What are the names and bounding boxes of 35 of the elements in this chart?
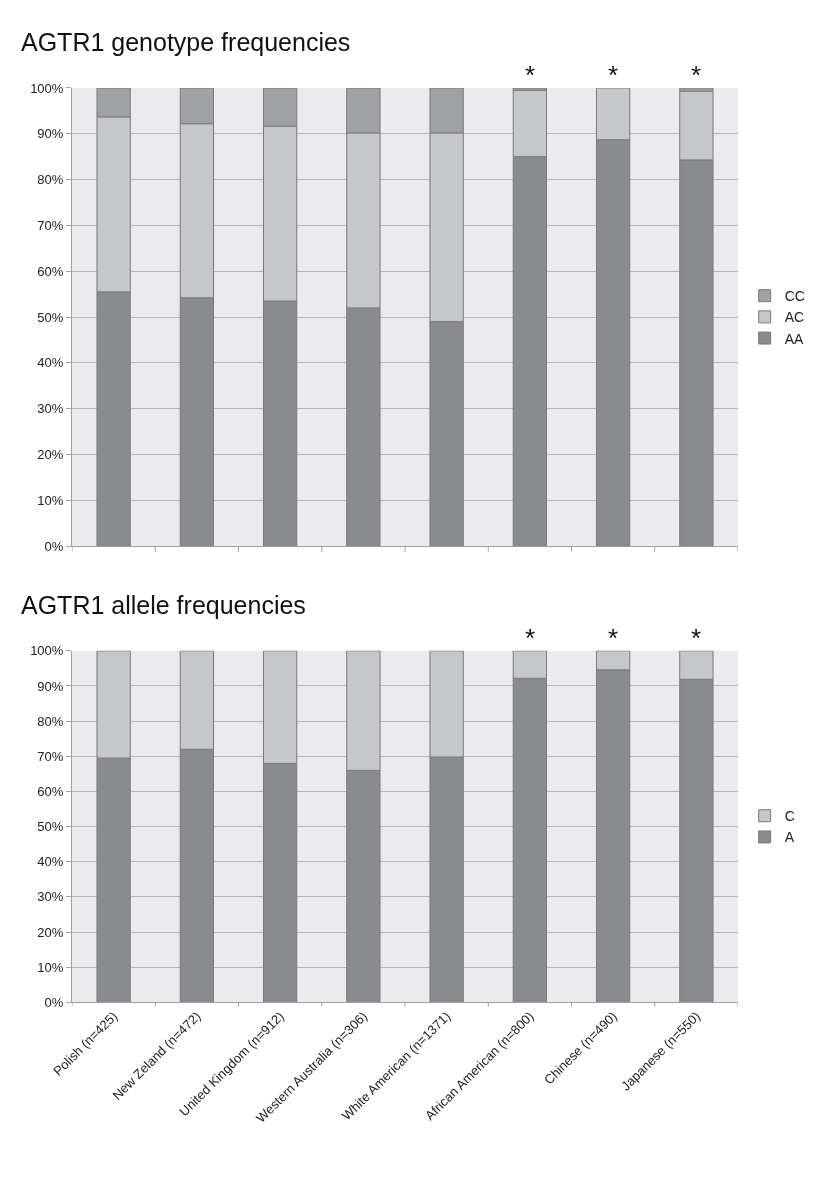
legend-label: CC bbox=[784, 288, 805, 305]
annotation: * bbox=[691, 60, 702, 90]
y-tick-label: 70% bbox=[37, 748, 64, 764]
annotation: * bbox=[525, 623, 536, 653]
annotation: * bbox=[525, 60, 536, 90]
y-tick-label: 40% bbox=[37, 355, 64, 371]
y-tick-label: 80% bbox=[37, 172, 64, 188]
annotation: * bbox=[608, 60, 619, 90]
y-tick-label: 10% bbox=[37, 492, 64, 508]
y-tick-label: 100% bbox=[30, 80, 64, 96]
legend-label: AA bbox=[784, 330, 804, 347]
y-tick-label: 80% bbox=[37, 713, 64, 729]
y-tick-label: 0% bbox=[44, 994, 64, 1010]
y-tick-label: 100% bbox=[30, 643, 64, 659]
annotation: * bbox=[691, 623, 702, 653]
y-tick-label: 40% bbox=[37, 854, 64, 870]
chart-title: AGTR1 genotype frequencies bbox=[21, 28, 351, 56]
y-tick-label: 90% bbox=[37, 126, 64, 142]
y-tick-label: 70% bbox=[37, 217, 64, 233]
y-tick-label: 50% bbox=[37, 309, 64, 325]
chart-title: AGTR1 allele frequencies bbox=[21, 591, 306, 619]
y-tick-label: 50% bbox=[37, 819, 64, 835]
y-tick-label: 90% bbox=[37, 678, 64, 694]
y-tick-label: 30% bbox=[37, 889, 64, 905]
y-tick-label: 60% bbox=[37, 263, 64, 279]
annotation: * bbox=[608, 623, 619, 653]
y-tick-label: 20% bbox=[37, 447, 64, 463]
y-tick-label: 60% bbox=[37, 784, 64, 800]
y-tick-label: 10% bbox=[37, 959, 64, 975]
y-tick-label: 30% bbox=[37, 401, 64, 417]
legend-label: A bbox=[784, 829, 795, 846]
legend-label: C bbox=[784, 808, 795, 825]
legend-label: AC bbox=[784, 309, 805, 326]
y-tick-label: 20% bbox=[37, 924, 64, 940]
y-tick-label: 0% bbox=[44, 538, 64, 554]
